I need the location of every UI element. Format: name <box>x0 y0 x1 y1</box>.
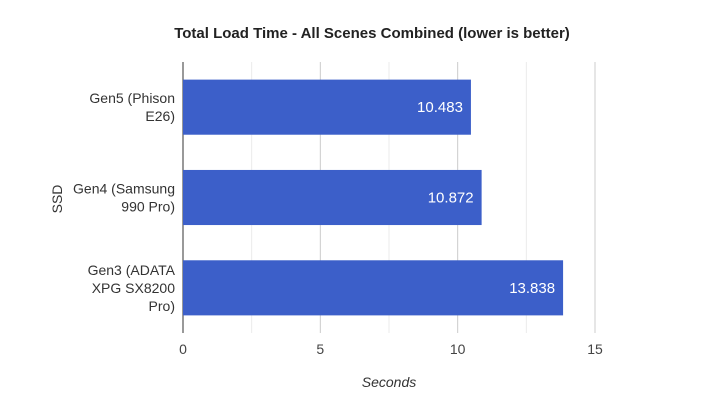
category-label: Gen5 (Phison E26) <box>89 90 175 124</box>
chart-title: Total Load Time - All Scenes Combined (l… <box>174 25 570 42</box>
category-label: Gen4 (Samsung 990 Pro) <box>73 181 175 215</box>
bar-value-label: 10.483 <box>417 99 463 116</box>
x-tick-label: 5 <box>316 341 324 357</box>
x-tick-label: 10 <box>450 341 466 357</box>
bar <box>183 79 471 135</box>
bar-layer: 10.483 10.872 13.838 <box>183 79 564 316</box>
x-axis-title: Seconds <box>362 374 416 390</box>
bar-value-label: 10.872 <box>428 190 474 207</box>
bar <box>183 260 564 316</box>
x-tick-label: 0 <box>179 341 187 357</box>
x-tick-label: 15 <box>587 341 603 357</box>
tick-label-layer: 0 5 10 15 <box>179 341 603 357</box>
bar-value-label: 13.838 <box>509 280 555 297</box>
bar <box>183 169 482 226</box>
category-label: Gen3 (ADATA XPG SX8200 Pro) <box>88 262 176 314</box>
y-axis-title: SSD <box>49 185 65 214</box>
category-label-layer: Gen5 (Phison E26) Gen4 (Samsung 990 Pro) Gen… <box>73 90 176 314</box>
